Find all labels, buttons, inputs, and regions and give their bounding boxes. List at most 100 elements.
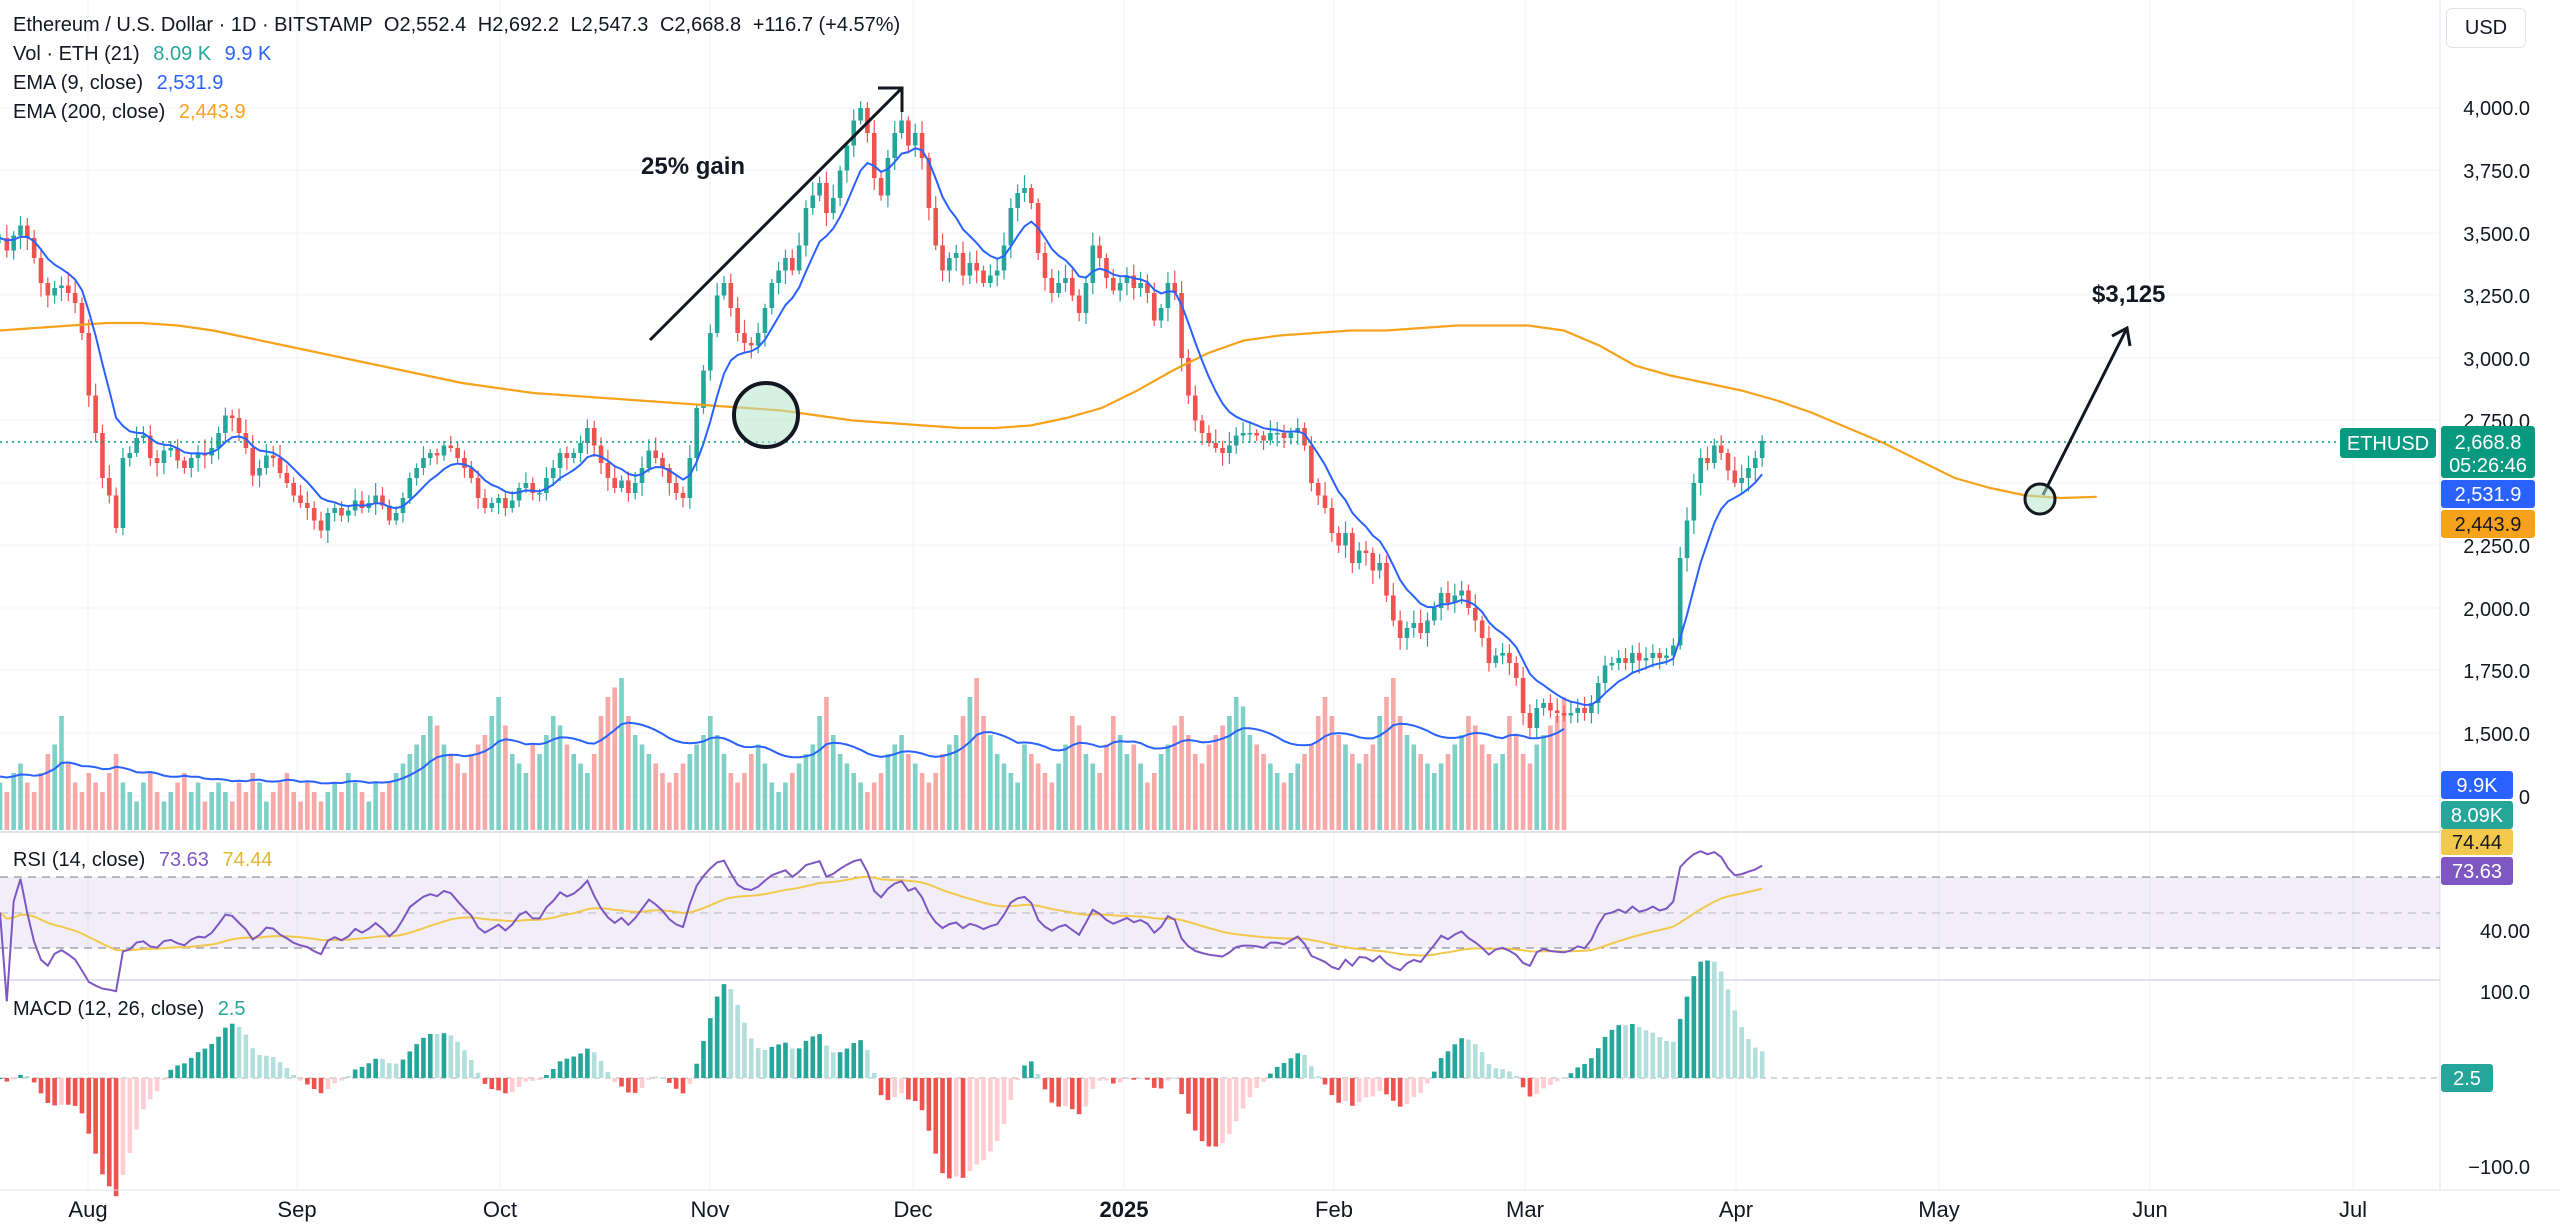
price-tick: 1,500.0 [2463, 724, 2530, 746]
macd-bar [236, 1026, 242, 1078]
volume-bar [113, 754, 119, 830]
macd-bar [339, 1078, 344, 1081]
volume-bar [994, 754, 1000, 830]
candle-body [325, 513, 331, 531]
macd-bar [1609, 1029, 1615, 1078]
volume-legend[interactable]: Vol · ETH (21) 8.09 K 9.9 K [13, 42, 271, 66]
candle-body [100, 433, 105, 478]
candle-body [462, 458, 467, 468]
volume-bar [858, 782, 863, 830]
macd-bar [1227, 1078, 1232, 1135]
volume-bar [127, 792, 133, 830]
candle-body [1350, 533, 1355, 563]
volume-bar [906, 754, 911, 830]
ema-cross-circle[interactable] [732, 381, 800, 449]
candle-body [59, 285, 64, 288]
candle-body [1015, 193, 1020, 208]
candle-body [708, 333, 713, 371]
volume-bar [1459, 735, 1464, 830]
candle-body [598, 445, 604, 463]
annotation-arrow-target[interactable] [2041, 325, 2132, 496]
candle-body [544, 478, 549, 493]
macd-bar [742, 1022, 747, 1078]
volume-value-2: 9.9 K [224, 43, 272, 65]
macd-bar [31, 1078, 37, 1083]
macd-bar [1213, 1078, 1219, 1147]
volume-bar [940, 754, 945, 830]
annotation-arrow-up[interactable] [648, 86, 904, 342]
volume-bar [250, 773, 256, 830]
volume-bar [680, 763, 686, 830]
volume-bar [45, 754, 51, 830]
macd-bar [919, 1078, 925, 1111]
macd-bar [359, 1066, 365, 1078]
ema9-legend[interactable]: EMA (9, close) 2,531.9 [13, 71, 223, 95]
rsi-legend[interactable]: RSI (14, close) 73.63 74.44 [13, 848, 273, 872]
macd-bar [1363, 1078, 1369, 1098]
macd-bar [1295, 1053, 1300, 1078]
macd-bar [79, 1078, 85, 1114]
candle-body [632, 483, 638, 493]
candle-body [1363, 550, 1369, 553]
candle-body [680, 493, 686, 498]
macd-bar [1199, 1078, 1205, 1142]
ema200-legend[interactable]: EMA (200, close) 2,443.9 [13, 100, 246, 124]
price-tick: 2,000.0 [2463, 599, 2530, 621]
macd-bar [1712, 961, 1717, 1078]
macd-bar [18, 1074, 23, 1078]
volume-bar [1233, 697, 1239, 830]
time-axis[interactable]: Aug Sep Oct Nov Dec 2025 Feb Mar Apr May… [68, 1197, 2367, 1222]
rsi-ma-line [0, 875, 1763, 957]
candle-body [393, 513, 399, 521]
macd-bar [667, 1078, 672, 1083]
volume-bar [967, 697, 973, 830]
macd-bar [216, 1036, 221, 1078]
volume-bar [291, 792, 296, 830]
volume-bar [52, 744, 57, 830]
macd-bar [1445, 1051, 1451, 1078]
macd-bar [455, 1041, 460, 1078]
volume-bar [93, 782, 98, 830]
volume-bar [735, 782, 740, 830]
macd-bar [482, 1078, 488, 1084]
price-axis[interactable]: 4,000.0 3,750.0 3,500.0 3,250.0 3,000.0 … [2463, 98, 2530, 1179]
volume-bar [359, 792, 365, 830]
macd-bar [530, 1078, 536, 1081]
ema200-label: EMA (200, close) [13, 101, 166, 123]
volume-bar [1466, 716, 1471, 830]
candle-body [270, 455, 276, 458]
rsi-ma-value: 74.44 [222, 849, 273, 871]
macd-bar [1548, 1078, 1553, 1085]
candle-body [188, 458, 194, 468]
candle-body [147, 435, 153, 458]
volume-bar [1336, 735, 1341, 830]
volume-bar [318, 801, 324, 830]
macd-bar [988, 1078, 993, 1152]
macd-bar [325, 1078, 331, 1090]
candle-body [1650, 653, 1656, 658]
macd-bar [694, 1063, 699, 1078]
macd-bar [803, 1040, 809, 1078]
macd-bar [1008, 1078, 1014, 1101]
ema-retest-circle[interactable] [2023, 482, 2057, 516]
volume-bar [912, 763, 918, 830]
symbol-legend[interactable]: Ethereum / U.S. Dollar · 1D · BITSTAMP O… [13, 13, 900, 37]
volume-bar [1063, 744, 1068, 830]
macd-legend[interactable]: MACD (12, 26, close) 2.5 [13, 997, 246, 1021]
volume-bar [953, 735, 959, 830]
volume-bar [141, 782, 146, 830]
macd-bar [305, 1078, 310, 1085]
macd-bar [1527, 1078, 1533, 1097]
candle-body [714, 295, 720, 333]
macd-bar [93, 1078, 98, 1154]
price-tick: 0 [2519, 787, 2530, 809]
macd-bar [906, 1078, 911, 1100]
macd-bar [632, 1078, 638, 1093]
volume-bar [209, 792, 215, 830]
macd-bar [1049, 1078, 1055, 1103]
price-tick: 3,250.0 [2463, 286, 2530, 308]
macd-bar [298, 1078, 303, 1081]
currency-button[interactable]: USD [2446, 8, 2526, 48]
volume-bar [947, 744, 952, 830]
